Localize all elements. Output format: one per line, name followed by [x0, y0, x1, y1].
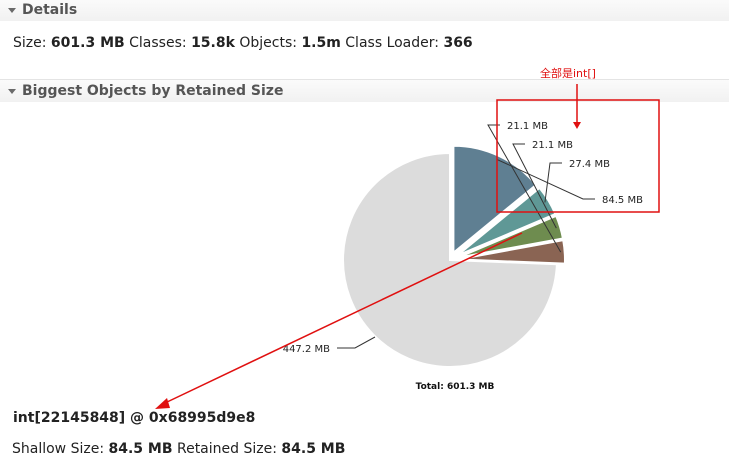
- pie-slice: [457, 239, 566, 265]
- objects-value: 1.5m: [301, 35, 341, 51]
- chart-total-label: Total: 601.3 MB: [416, 382, 495, 392]
- slice-leader-line: [512, 143, 557, 229]
- slice-leader-line: [497, 159, 595, 200]
- pie-slice: [457, 214, 565, 259]
- retained-size-label: Retained Size:: [176, 441, 277, 457]
- selected-object-sizes: Shallow Size: 84.5 MB Retained Size: 84.…: [12, 441, 345, 457]
- heap-summary: Size: 601.3 MB Classes: 15.8k Objects: 1…: [13, 35, 473, 51]
- annotation-pointer-head: [155, 398, 170, 409]
- annotation-highlight-box: [496, 99, 660, 213]
- annotation-arrow-head: [573, 122, 581, 129]
- class-loader-value: 366: [443, 35, 473, 51]
- size-value: 601.3 MB: [50, 35, 125, 51]
- shallow-size-value: 84.5 MB: [108, 441, 173, 457]
- shallow-size-label: Shallow Size:: [12, 441, 105, 457]
- retained-size-value: 84.5 MB: [281, 441, 346, 457]
- slice-value-label: 21.1 MB: [507, 121, 548, 132]
- biggest-objects-section-header[interactable]: Biggest Objects by Retained Size: [0, 79, 729, 102]
- pie-slice: [456, 186, 557, 257]
- objects-label: Objects:: [239, 35, 297, 51]
- pie-slice: [342, 151, 558, 368]
- class-loader-label: Class Loader:: [345, 35, 439, 51]
- details-section-title: Details: [22, 2, 78, 18]
- selected-object-title[interactable]: int[22145848] @ 0x68995d9e8: [13, 410, 256, 426]
- annotation-pointer-line: [164, 232, 523, 404]
- slice-leader-line: [487, 124, 562, 253]
- biggest-objects-section-title: Biggest Objects by Retained Size: [22, 83, 284, 99]
- classes-value: 15.8k: [191, 35, 235, 51]
- collapse-triangle-icon[interactable]: [8, 88, 16, 94]
- slice-value-label: 84.5 MB: [602, 195, 643, 206]
- annotation-text: 全部是int[]: [540, 66, 596, 80]
- slice-value-label: 27.4 MB: [569, 159, 610, 170]
- details-section-header[interactable]: Details: [0, 0, 729, 21]
- collapse-triangle-icon[interactable]: [8, 7, 16, 13]
- slice-value-label: 447.2 MB: [283, 344, 330, 355]
- slice-leader-line: [544, 162, 562, 203]
- classes-label: Classes:: [129, 35, 187, 51]
- slice-leader-line: [337, 336, 376, 349]
- slice-value-label: 21.1 MB: [532, 140, 573, 151]
- size-label: Size:: [13, 35, 47, 51]
